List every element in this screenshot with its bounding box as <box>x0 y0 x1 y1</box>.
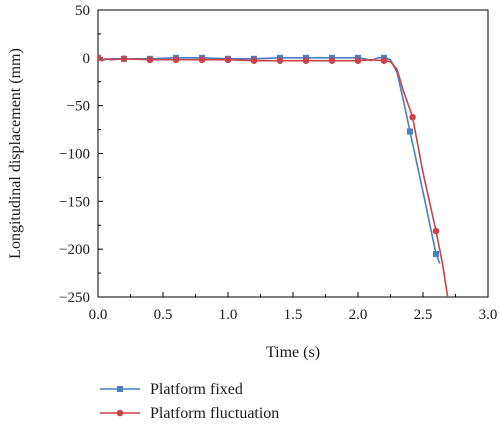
data-point <box>380 57 388 65</box>
series-line <box>98 57 449 297</box>
series-line <box>98 56 441 264</box>
series-layer <box>98 54 449 297</box>
x-tick-label: 1.0 <box>219 307 238 323</box>
data-point <box>328 57 336 65</box>
plot-frame <box>97 9 489 298</box>
y-tick-label: −150 <box>59 194 90 210</box>
data-point <box>276 57 284 65</box>
y-tick-label: −250 <box>59 290 90 306</box>
legend-marker <box>117 386 123 392</box>
legend-item: Platform fixed <box>100 381 243 398</box>
y-tick-label: −50 <box>67 99 90 115</box>
data-point <box>302 57 310 65</box>
data-point <box>146 56 154 64</box>
x-tick-label: 0.5 <box>154 307 173 323</box>
x-tick-label: 1.5 <box>284 307 303 323</box>
data-point <box>409 113 416 121</box>
x-tick-label: 0.0 <box>89 307 108 323</box>
data-point <box>433 250 439 257</box>
x-axis-ticks: 0.0 0.5 1.0 1.5 2.0 2.5 3.0 <box>89 292 498 323</box>
legend-item: Platform fluctuation <box>100 405 279 422</box>
y-axis-ticks: 50 0 −50 −100 −150 −200 −250 <box>59 3 103 306</box>
data-point <box>98 54 102 62</box>
y-tick-label: −200 <box>59 242 90 258</box>
y-tick-label: −100 <box>59 147 90 163</box>
x-axis-title: Time (s) <box>266 344 320 361</box>
data-point <box>120 55 128 63</box>
x-tick-label: 2.0 <box>349 307 368 323</box>
legend-marker <box>116 409 124 417</box>
legend: Platform fixed Platform fluctuation <box>100 381 279 422</box>
y-tick-label: 50 <box>75 3 90 19</box>
data-point <box>407 128 413 135</box>
legend-label: Platform fluctuation <box>150 405 279 422</box>
y-axis-title: Longitudinal displacement (mm) <box>7 48 24 259</box>
data-point <box>250 57 258 65</box>
data-point <box>354 57 362 65</box>
y-tick-label: 0 <box>83 51 91 67</box>
series-1 <box>98 54 441 264</box>
data-point <box>198 56 206 64</box>
x-tick-label: 2.5 <box>414 307 433 323</box>
data-point <box>432 227 440 235</box>
series-2 <box>98 54 449 297</box>
data-point <box>224 56 232 64</box>
legend-label: Platform fixed <box>150 381 243 398</box>
data-point <box>172 56 180 64</box>
x-tick-label: 3.0 <box>479 307 498 323</box>
